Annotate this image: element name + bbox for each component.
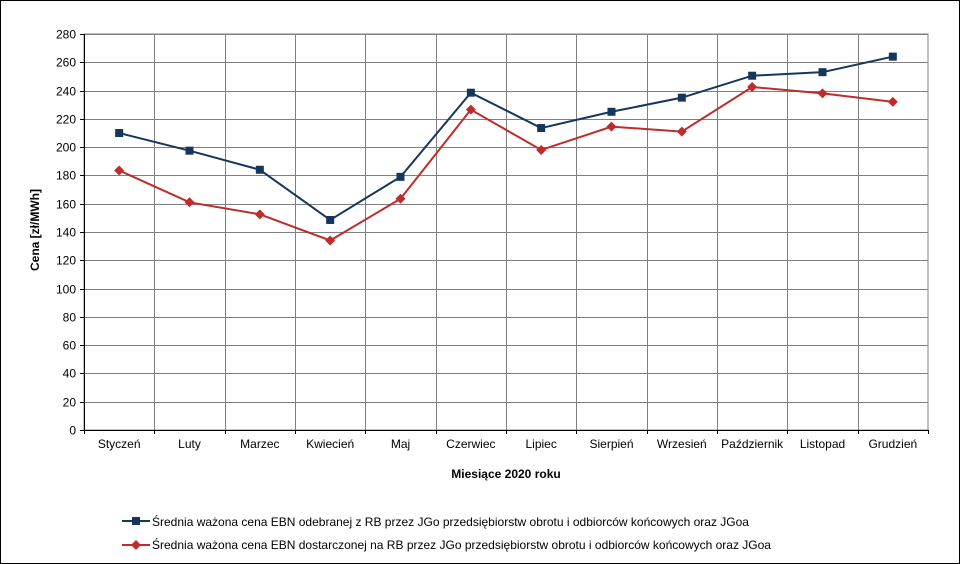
- series-2-point: [465, 104, 476, 115]
- series-1-point: [396, 172, 405, 181]
- x-tick-label: Styczeń: [98, 437, 141, 451]
- y-tick-label: 100: [56, 283, 76, 297]
- y-tick-label: 140: [56, 226, 76, 240]
- series-1-point: [818, 68, 827, 77]
- series-1-point: [185, 146, 194, 155]
- series-2-point: [606, 121, 617, 132]
- series-2-point: [395, 193, 406, 204]
- y-axis-title: Cena [zł/MWh]: [28, 189, 42, 271]
- x-tick-label: Sierpień: [589, 437, 633, 451]
- y-tick-label: 40: [63, 367, 77, 381]
- series-2-point: [114, 165, 125, 176]
- series-2-point: [817, 88, 828, 99]
- y-tick-label: 240: [56, 85, 76, 99]
- series-1-point: [607, 107, 616, 116]
- x-tick-label: Wrzesień: [657, 437, 707, 451]
- series-1-point: [115, 129, 124, 137]
- series-2-point: [887, 96, 898, 107]
- grid: [83, 33, 929, 434]
- x-tick-label: Kwiecień: [306, 437, 354, 451]
- x-axis-ticks: Styczeń Luty Marzec Kwiecień Maj Czerwiec Lipi…: [84, 430, 929, 451]
- x-tick-label: Czerwiec: [446, 437, 495, 451]
- y-tick-label: 60: [63, 339, 77, 353]
- x-tick-label: Lipiec: [525, 437, 556, 451]
- legend-marker-series-2: [131, 540, 141, 550]
- series-2-point: [676, 126, 687, 137]
- series-1-point: [537, 124, 546, 133]
- y-tick-label: 120: [56, 254, 76, 268]
- series-1-point: [466, 88, 475, 97]
- y-tick-label: 200: [56, 141, 76, 155]
- x-tick-label: Listopad: [800, 437, 845, 451]
- legend-label-series-2: Średnia ważona cena EBN dostarczonej na …: [152, 537, 771, 552]
- series-2-line: [118, 86, 893, 242]
- series-1-point: [748, 71, 757, 80]
- series-1: [115, 52, 897, 224]
- y-tick-label: 220: [56, 113, 76, 127]
- series-2-point: [254, 209, 265, 220]
- legend-marker-series-1: [132, 517, 140, 525]
- series-1-point: [326, 215, 335, 224]
- series-2-point: [184, 197, 195, 208]
- y-tick-label: 80: [63, 311, 77, 325]
- y-tick-label: 280: [56, 28, 76, 42]
- series-2-point: [747, 82, 758, 93]
- series-1-point: [677, 93, 686, 102]
- series-1-point: [255, 165, 264, 174]
- y-axis-ticks: 0 20 40 60 80 100 120 140 160 180 200 220 240 260 280: [56, 28, 84, 438]
- series-2: [114, 82, 898, 246]
- series-1-line: [118, 55, 894, 222]
- series-group: [114, 52, 898, 246]
- series-2-point: [536, 144, 547, 155]
- y-tick-label: 0: [69, 424, 76, 438]
- x-tick-label: Maj: [391, 437, 410, 451]
- legend-label-series-1: Średnia ważona cena EBN odebranej z RB p…: [152, 514, 749, 529]
- x-tick-label: Grudzień: [868, 437, 917, 451]
- y-tick-label: 260: [56, 56, 76, 70]
- legend: Średnia ważona cena EBN odebranej z RB p…: [122, 514, 771, 552]
- x-tick-label: Marzec: [240, 437, 279, 451]
- series-2-point: [325, 235, 336, 246]
- y-tick-label: 180: [56, 169, 76, 183]
- x-tick-label: Październik: [721, 437, 784, 451]
- y-tick-label: 20: [63, 396, 77, 410]
- series-1-point: [888, 52, 897, 61]
- x-axis-title: Miesiące 2020 roku: [451, 467, 560, 481]
- x-tick-label: Luty: [178, 437, 201, 451]
- y-tick-label: 160: [56, 198, 76, 212]
